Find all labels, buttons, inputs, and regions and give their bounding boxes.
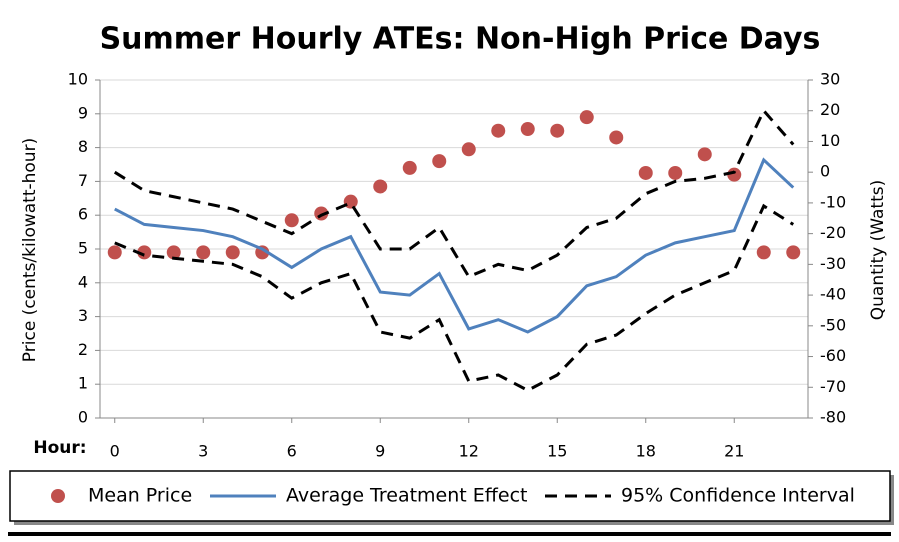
data-point: [343, 194, 358, 209]
data-point: [786, 245, 801, 260]
data-point: [402, 160, 417, 175]
x-tick-label: 21: [724, 442, 744, 461]
data-point: [314, 206, 329, 221]
y2-tick-label: -70: [820, 377, 846, 396]
data-point: [638, 165, 653, 180]
x-tick-label: 18: [636, 442, 656, 461]
series-line: [113, 108, 795, 279]
y2-tick-label: 30: [820, 70, 840, 89]
data-point: [668, 165, 683, 180]
y-tick-label: 1: [78, 374, 88, 393]
data-point: [432, 154, 447, 169]
y-axis-label: Price (cents/kilowatt-hour): [20, 138, 40, 362]
data-point: [550, 123, 565, 138]
y2-tick-label: -20: [820, 223, 846, 242]
data-point: [756, 245, 771, 260]
x-tick-label: 15: [547, 442, 567, 461]
y-tick-label: 0: [78, 408, 88, 427]
data-point: [491, 123, 506, 138]
y-tick-label: 4: [78, 272, 88, 291]
chart-title: Summer Hourly ATEs: Non-High Price Days: [100, 22, 821, 57]
y2-tick-label: 20: [820, 100, 840, 119]
x-tick-label: 3: [198, 442, 208, 461]
y2-tick-label: -50: [820, 315, 846, 334]
data-point: [727, 167, 742, 182]
series-line: [114, 157, 795, 334]
y-tick-label: 6: [78, 205, 88, 224]
y2-tick-label: -80: [820, 408, 846, 427]
legend-swatch: [51, 489, 65, 503]
x-tick-label: 12: [459, 442, 479, 461]
y-tick-label: 2: [78, 340, 88, 359]
data-point: [373, 179, 388, 194]
data-point: [137, 245, 152, 260]
y-tick-label: 3: [78, 306, 88, 325]
data-point: [609, 130, 624, 145]
y-tick-label: 5: [78, 239, 88, 258]
data-point: [520, 122, 535, 137]
legend-label: Mean Price: [88, 485, 192, 507]
legend-box: [9, 470, 891, 522]
y2-axis-label: Quantity (Watts): [868, 180, 888, 320]
data-point: [225, 245, 240, 260]
data-point: [284, 213, 299, 228]
y-tick-label: 10: [68, 70, 88, 89]
x-tick-label: 0: [110, 442, 120, 461]
y2-tick-label: -30: [820, 254, 846, 273]
y2-tick-label: -40: [820, 285, 846, 304]
x-axis-label: Hour:: [33, 438, 86, 458]
legend-label: 95% Confidence Interval: [621, 485, 855, 507]
y2-tick-label: -10: [820, 192, 846, 211]
data-point: [196, 245, 211, 260]
x-tick-label: 9: [375, 442, 385, 461]
data-point: [697, 147, 712, 162]
data-point: [107, 245, 122, 260]
y-tick-label: 7: [78, 171, 88, 190]
x-tick-label: 6: [287, 442, 297, 461]
y-tick-label: 8: [78, 137, 88, 156]
data-point: [461, 142, 476, 157]
y-tick-label: 9: [78, 103, 88, 122]
legend-label: Average Treatment Effect: [286, 485, 527, 507]
y2-tick-label: 10: [820, 131, 840, 150]
data-point: [579, 110, 594, 125]
y2-tick-label: 0: [820, 162, 830, 181]
data-point: [166, 245, 181, 260]
y2-tick-label: -60: [820, 346, 846, 365]
